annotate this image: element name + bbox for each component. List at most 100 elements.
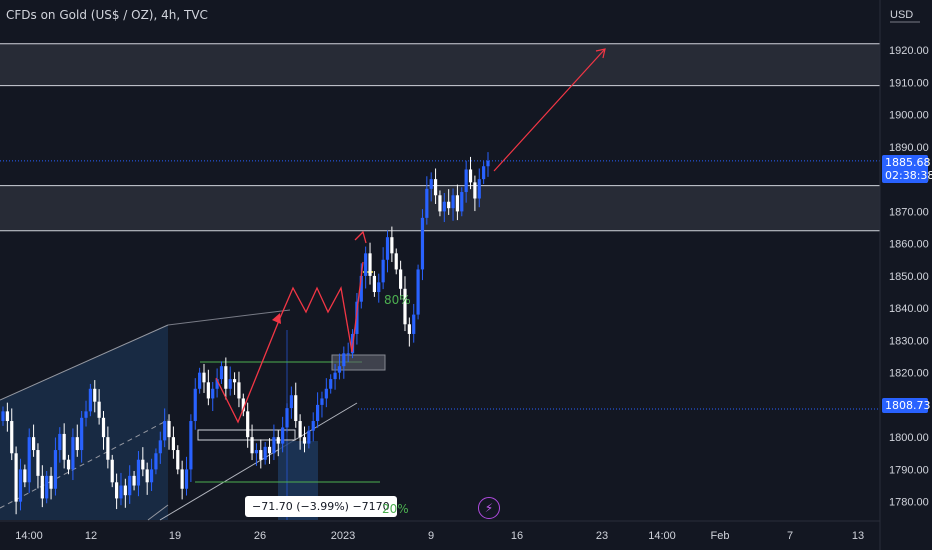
candle-body	[442, 201, 446, 212]
channel-mid-line	[0, 419, 169, 509]
time-tick-label: 9	[428, 530, 434, 542]
candle-body	[455, 195, 460, 212]
time-tick-label: 23	[596, 530, 608, 542]
candle-body	[84, 411, 88, 418]
zigzag-arrowhead-2	[354, 230, 367, 244]
candle-body	[324, 388, 328, 399]
projection-arrowhead-main	[595, 48, 606, 59]
candle-body	[385, 237, 390, 260]
time-tick-label: 13	[852, 530, 864, 542]
candle-body	[27, 437, 31, 483]
candle-body	[219, 366, 224, 380]
zone-upper-resistance	[0, 43, 880, 86]
candle-body	[176, 450, 180, 470]
candle-body	[399, 269, 403, 289]
price-tick-label: 1860.00	[889, 239, 929, 251]
candle-body	[329, 379, 333, 389]
levels-layer	[0, 160, 880, 410]
candle-body	[66, 459, 71, 470]
candle-body	[132, 475, 136, 486]
price-axis-ticks: 1920.001910.001900.001890.001880.001870.…	[889, 45, 929, 509]
candle-body	[403, 288, 407, 325]
candle-body	[451, 195, 455, 209]
candle-body	[5, 411, 9, 422]
candle-body	[433, 179, 438, 196]
candle-body	[189, 421, 193, 470]
candle-body	[171, 437, 176, 451]
candle-body	[128, 475, 132, 496]
candle-body	[101, 417, 106, 438]
candle-body	[364, 253, 368, 276]
price-tick-label: 1870.00	[889, 206, 929, 218]
time-tick-label: 14:00	[15, 530, 43, 542]
candle-body	[464, 169, 468, 193]
candle-body	[75, 437, 79, 451]
candle-body	[23, 469, 27, 483]
candle-body	[294, 395, 298, 422]
candle-body	[381, 259, 385, 283]
candle-body	[206, 382, 210, 399]
candle-body	[241, 398, 245, 412]
candle-body	[184, 469, 189, 489]
candle-body	[302, 437, 307, 444]
price-tick-label: 1920.00	[889, 45, 929, 57]
candle-body	[110, 459, 114, 483]
candle-body	[263, 446, 267, 460]
candle-body	[272, 437, 276, 454]
symbol-title: CFDs on Gold (US$ / OZ), 4h, TVC	[6, 8, 208, 22]
lightning-bolt-icon[interactable]: ⚡	[478, 497, 500, 519]
candle-body	[119, 485, 123, 499]
candle-body	[141, 459, 145, 470]
price-tick-label: 1830.00	[889, 335, 929, 347]
candle-body	[80, 417, 84, 451]
candle-body	[486, 160, 490, 167]
zigzag-arrowhead-1	[272, 313, 281, 324]
candle-body	[167, 421, 171, 438]
current-price-tag: 1885.68 02:38:38	[882, 155, 932, 183]
candle-body	[460, 192, 464, 212]
candle-body	[62, 433, 66, 460]
time-axis-ticks: 14:00 12 19 26 2023 9 16 23 14:00 Feb 7 13	[15, 530, 864, 542]
channel-upper-extension	[167, 309, 291, 326]
candle-body	[10, 421, 14, 454]
candle-body	[1, 411, 5, 422]
candle-body	[355, 301, 359, 334]
pct-20-label: 20%	[382, 502, 409, 516]
candle-body	[228, 379, 232, 389]
price-tick-label: 1790.00	[889, 464, 929, 476]
candle-body	[145, 469, 149, 483]
projection-zigzag	[215, 261, 364, 424]
candle-body	[438, 195, 442, 212]
candle-body	[158, 440, 162, 454]
candle-body	[429, 179, 433, 189]
candle-body	[368, 253, 372, 276]
candle-body	[180, 469, 184, 489]
candle-body	[97, 401, 101, 418]
candle-body	[359, 275, 363, 302]
candle-body	[468, 169, 473, 183]
channel-upper-line	[0, 324, 169, 401]
bar-countdown: 02:38:38	[885, 169, 932, 182]
price-tick-label: 1780.00	[889, 497, 929, 509]
candle-body	[407, 324, 411, 334]
candle-body	[232, 379, 237, 383]
candle-body	[390, 237, 394, 254]
candle-body	[149, 469, 154, 483]
candle-body	[281, 427, 285, 444]
price-axis-panel[interactable]	[880, 0, 932, 550]
candle-body	[259, 450, 263, 460]
candle-body	[372, 275, 376, 293]
candle-body	[285, 408, 289, 428]
price-tick-label: 1840.00	[889, 303, 929, 315]
candle-body	[298, 421, 302, 438]
candle-body	[311, 421, 315, 431]
channel-lower-line	[147, 504, 169, 521]
candle-body	[31, 437, 36, 451]
candle-body	[416, 269, 420, 315]
candle-body	[14, 453, 18, 502]
candle-body	[276, 437, 280, 444]
price-tick-label: 1850.00	[889, 271, 929, 283]
candle-body	[106, 437, 110, 460]
candle-body	[88, 388, 92, 412]
